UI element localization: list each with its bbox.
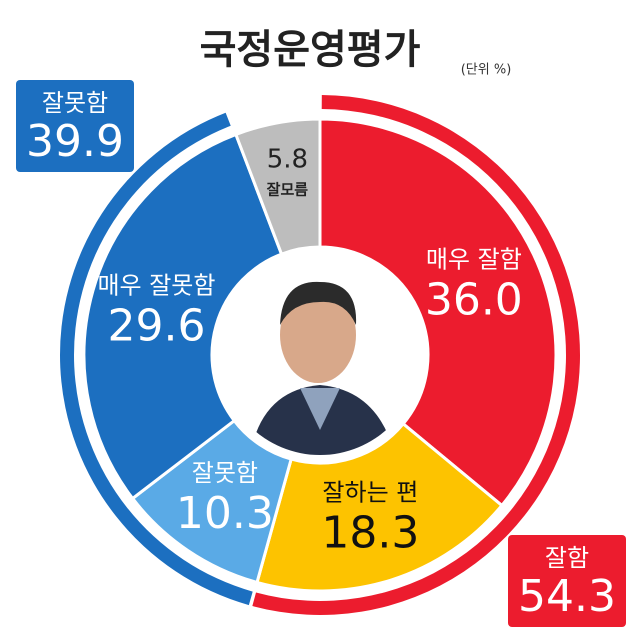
- group-name: 잘함: [545, 544, 589, 572]
- segment-name: 잘못함: [192, 459, 258, 487]
- group-value: 54.3: [518, 571, 616, 622]
- segment-name: 매우 잘못함: [97, 272, 215, 300]
- segment-value: 29.6: [107, 301, 205, 352]
- segment-value: 10.3: [176, 488, 274, 539]
- segment-name: 매우 잘함: [426, 246, 522, 274]
- group-arc: [60, 112, 253, 606]
- segment: [233, 117, 322, 257]
- group-box: [508, 535, 626, 627]
- portrait: [212, 247, 428, 463]
- chart-subtitle: (단위 %): [461, 63, 512, 78]
- segment-name: 잘모름: [267, 180, 309, 198]
- segment-value: 18.3: [321, 507, 419, 558]
- group-value: 39.9: [26, 116, 124, 167]
- segment-value: 36.0: [425, 275, 523, 326]
- chart-title: 국정운영평가: [200, 27, 421, 73]
- group-box: [16, 80, 134, 172]
- group-name: 잘못함: [42, 89, 108, 117]
- segment-value: 5.8: [267, 144, 308, 174]
- segment-name: 잘하는 편: [322, 478, 418, 506]
